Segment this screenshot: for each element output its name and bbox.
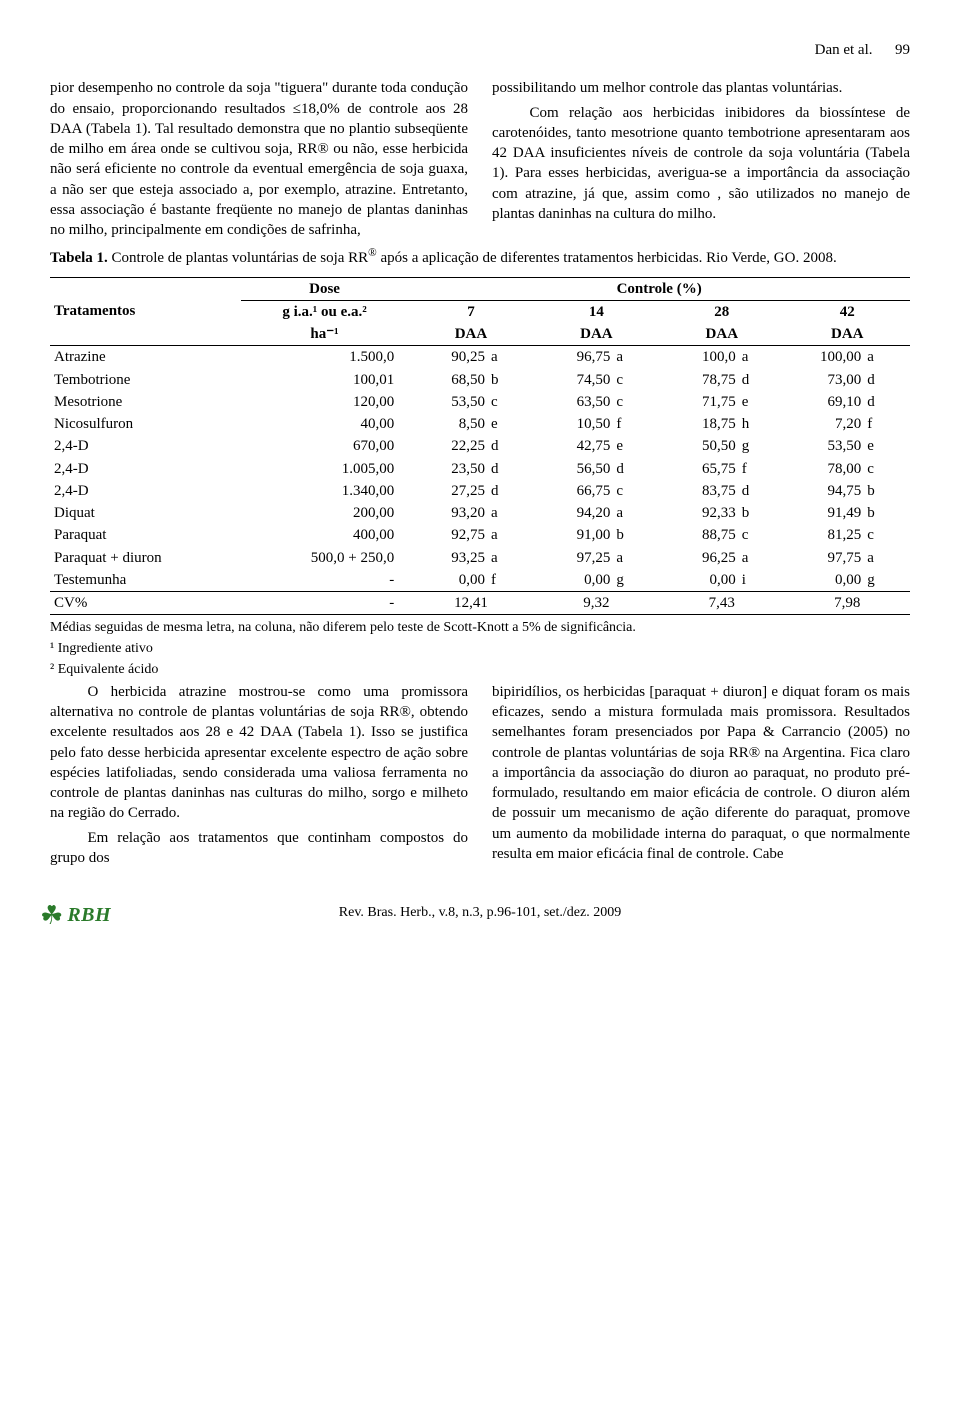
lower-right-p1: bipiridílios, os herbicidas [paraquat + … [492, 682, 910, 864]
footer-citation: Rev. Bras. Herb., v.8, n.3, p.96-101, se… [339, 904, 621, 923]
table-row: Diquat200,0093,20a94,20a92,33b91,49b [50, 502, 910, 524]
table-body: Atrazine1.500,090,25a96,75a100,0a100,00a… [50, 346, 910, 615]
logo-text: RBH [67, 902, 111, 929]
table-row: 2,4-D670,0022,25d42,75e50,50g53,50e [50, 435, 910, 457]
th-c14a: 14 [534, 300, 659, 323]
table-row: Tembotrione100,0168,50b74,50c78,75d73,00… [50, 369, 910, 391]
lower-left-p2: Em relação aos tratamentos que continham… [50, 828, 468, 869]
lower-left-p1: O herbicida atrazine mostrou-se como uma… [50, 682, 468, 824]
th-c7a: 7 [408, 300, 533, 323]
table-row: 2,4-D1.005,0023,50d56,50d65,75f78,00c [50, 458, 910, 480]
th-controle: Controle (%) [408, 277, 910, 300]
upper-text-columns: pior desempenho no controle da soja "tig… [50, 78, 910, 240]
upper-right-para2: Com relação aos herbicidas inibidores da… [492, 103, 910, 225]
table-row: Nicosulfuron40,008,50e10,50f18,75h7,20f [50, 413, 910, 435]
header-author: Dan et al. [815, 42, 873, 58]
table-row-cv: CV%-12,419,327,437,98 [50, 592, 910, 615]
th-dose-l2: ha⁻¹ [241, 323, 408, 346]
upper-left-para: pior desempenho no controle da soja "tig… [50, 78, 468, 240]
upper-right-para1: possibilitando um melhor controle das pl… [492, 78, 910, 98]
footnote-sig: Médias seguidas de mesma letra, na colun… [50, 619, 910, 638]
page-header: Dan et al. 99 [50, 40, 910, 60]
th-c42b: DAA [785, 323, 910, 346]
header-page: 99 [895, 42, 910, 58]
footnote-1: ¹ Ingrediente ativo [50, 640, 910, 659]
table-caption-rest: Controle de plantas voluntárias de soja … [112, 250, 837, 266]
page-footer: ☘ RBH Rev. Bras. Herb., v.8, n.3, p.96-1… [50, 904, 910, 923]
th-dose-top: Dose [241, 277, 408, 300]
footnote-2: ² Equivalente ácido [50, 661, 910, 680]
results-table: Tratamentos Dose Controle (%) g i.a.¹ ou… [50, 277, 910, 616]
th-c42a: 42 [785, 300, 910, 323]
table-row: 2,4-D1.340,0027,25d66,75c83,75d94,75b [50, 480, 910, 502]
table-row: Testemunha-0,00f0,00g0,00i0,00g [50, 569, 910, 592]
journal-logo: ☘ RBH [40, 902, 111, 929]
table-caption: Tabela 1. Controle de plantas voluntária… [50, 246, 910, 268]
leaf-icon: ☘ [40, 903, 63, 929]
th-dose-l1: g i.a.¹ ou e.a.² [241, 300, 408, 323]
table-row: Atrazine1.500,090,25a96,75a100,0a100,00a [50, 346, 910, 369]
th-c28b: DAA [659, 323, 784, 346]
table-row: Mesotrione120,0053,50c63,50c71,75e69,10d [50, 391, 910, 413]
table-row: Paraquat400,0092,75a91,00b88,75c81,25c [50, 524, 910, 546]
th-c7b: DAA [408, 323, 533, 346]
table-row: Paraquat + diuron500,0 + 250,093,25a97,2… [50, 547, 910, 569]
th-c28a: 28 [659, 300, 784, 323]
th-c14b: DAA [534, 323, 659, 346]
th-tratamentos: Tratamentos [50, 277, 241, 346]
lower-text-columns: O herbicida atrazine mostrou-se como uma… [50, 682, 910, 870]
